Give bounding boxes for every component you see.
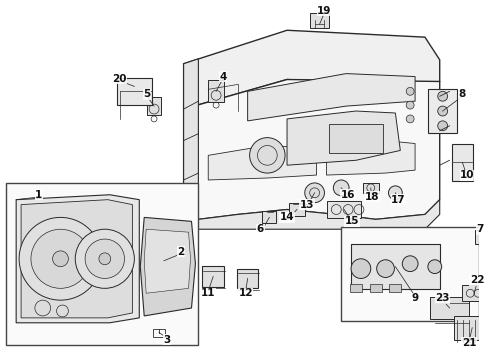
FancyBboxPatch shape [369,285,381,292]
Text: 23: 23 [435,293,449,303]
Circle shape [406,87,413,95]
FancyBboxPatch shape [328,124,382,154]
Text: 13: 13 [299,200,313,210]
Polygon shape [16,195,139,323]
Circle shape [57,305,68,317]
Text: 9: 9 [411,293,418,303]
Text: 3: 3 [163,335,170,345]
Text: 20: 20 [112,74,127,84]
Text: 6: 6 [257,224,263,234]
Polygon shape [183,59,198,229]
Circle shape [388,186,401,200]
FancyBboxPatch shape [453,316,484,340]
Circle shape [333,180,348,196]
FancyBboxPatch shape [427,89,456,133]
Circle shape [376,260,393,277]
Text: 7: 7 [475,224,483,234]
FancyBboxPatch shape [474,230,484,244]
Text: 4: 4 [219,71,226,81]
Circle shape [31,229,90,288]
Polygon shape [247,74,414,121]
Text: 5: 5 [143,89,151,99]
Text: 22: 22 [469,276,484,286]
Circle shape [437,121,447,131]
Circle shape [249,137,285,173]
Text: 15: 15 [344,216,359,226]
Circle shape [406,101,413,109]
Text: 21: 21 [461,337,476,347]
Circle shape [350,259,370,278]
Text: 1: 1 [35,190,43,200]
Text: 12: 12 [238,288,252,298]
FancyBboxPatch shape [236,268,258,288]
FancyBboxPatch shape [451,144,472,181]
Text: 18: 18 [364,192,378,202]
Text: 10: 10 [459,170,473,180]
Text: 19: 19 [317,6,331,16]
Bar [341,227,478,321]
FancyBboxPatch shape [288,203,304,216]
FancyBboxPatch shape [208,80,224,102]
FancyBboxPatch shape [350,245,439,289]
FancyBboxPatch shape [262,211,275,223]
Polygon shape [144,229,190,293]
Circle shape [19,217,102,300]
Circle shape [85,239,124,278]
Text: 2: 2 [177,247,184,257]
Text: 8: 8 [458,89,465,99]
Polygon shape [208,146,316,180]
Circle shape [437,106,447,116]
FancyBboxPatch shape [389,285,400,292]
Bar [6,183,198,346]
Circle shape [304,183,324,203]
FancyBboxPatch shape [461,285,484,301]
Polygon shape [326,141,414,175]
Polygon shape [183,30,439,109]
Polygon shape [287,111,399,165]
Text: 11: 11 [200,288,215,298]
FancyBboxPatch shape [362,183,378,193]
Circle shape [52,251,68,267]
Polygon shape [183,80,439,220]
FancyBboxPatch shape [429,297,469,319]
Polygon shape [183,200,439,229]
Polygon shape [21,200,132,318]
Circle shape [427,260,441,273]
FancyBboxPatch shape [147,97,161,115]
Circle shape [35,300,50,316]
Circle shape [401,256,417,272]
Circle shape [75,229,134,288]
Circle shape [406,115,413,123]
FancyBboxPatch shape [326,201,361,218]
Polygon shape [140,217,195,316]
Circle shape [99,253,110,265]
Text: 16: 16 [340,190,355,200]
Circle shape [437,91,447,101]
FancyBboxPatch shape [202,266,224,287]
FancyBboxPatch shape [349,285,361,292]
Text: 14: 14 [279,212,294,222]
FancyBboxPatch shape [309,12,329,28]
Text: 17: 17 [390,195,405,205]
FancyBboxPatch shape [117,77,151,105]
